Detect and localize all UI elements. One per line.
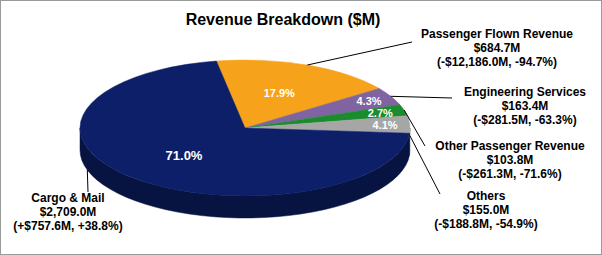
- leader-line: [391, 96, 452, 98]
- category-label: Other Passenger Revenue: [435, 139, 585, 153]
- labels: 17.9% 4.3%2.7%4.1% 71.0% Passenger Flown Re…: [13, 27, 586, 233]
- annotation: $2,709.0M: [40, 205, 97, 219]
- data-label: 4.1%: [373, 119, 398, 131]
- annotation: (-$188.8M, -54.9%): [434, 217, 537, 231]
- data-label: 4.3%: [356, 95, 381, 107]
- annotation: (-$12,186.0M, -94.7%): [437, 55, 557, 69]
- slice: [80, 61, 410, 196]
- chart: Revenue Breakdown ($M) 17.9% 4.3%2.7%4.1% 7…: [0, 0, 602, 255]
- data-label: 2.7%: [368, 107, 393, 119]
- annotation: $163.4M: [502, 99, 549, 113]
- data-label: 71.0%: [166, 148, 203, 163]
- pie-slices: [80, 60, 410, 196]
- leader-line: [404, 110, 425, 146]
- category-label: Passenger Flown Revenue: [421, 27, 573, 41]
- frame: [1, 1, 602, 255]
- data-label: 17.9%: [264, 87, 295, 99]
- category-label: Others: [467, 189, 506, 203]
- annotation: $155.0M: [463, 203, 510, 217]
- title: Revenue Breakdown ($M): [186, 11, 381, 28]
- annotation: $103.8M: [487, 153, 534, 167]
- leader-line: [87, 170, 89, 192]
- annotation: (+$757.6M, +38.8%): [13, 219, 122, 233]
- leader-lines: [87, 42, 452, 194]
- annotation: (-$281.5M, -63.3%): [473, 113, 576, 127]
- category-label: Cargo & Mail: [31, 191, 104, 205]
- annotation: $684.7M: [474, 41, 521, 55]
- leader-line: [307, 42, 412, 65]
- category-label: Engineering Services: [464, 85, 586, 99]
- annotation: (-$261.3M, -71.6%): [458, 167, 561, 181]
